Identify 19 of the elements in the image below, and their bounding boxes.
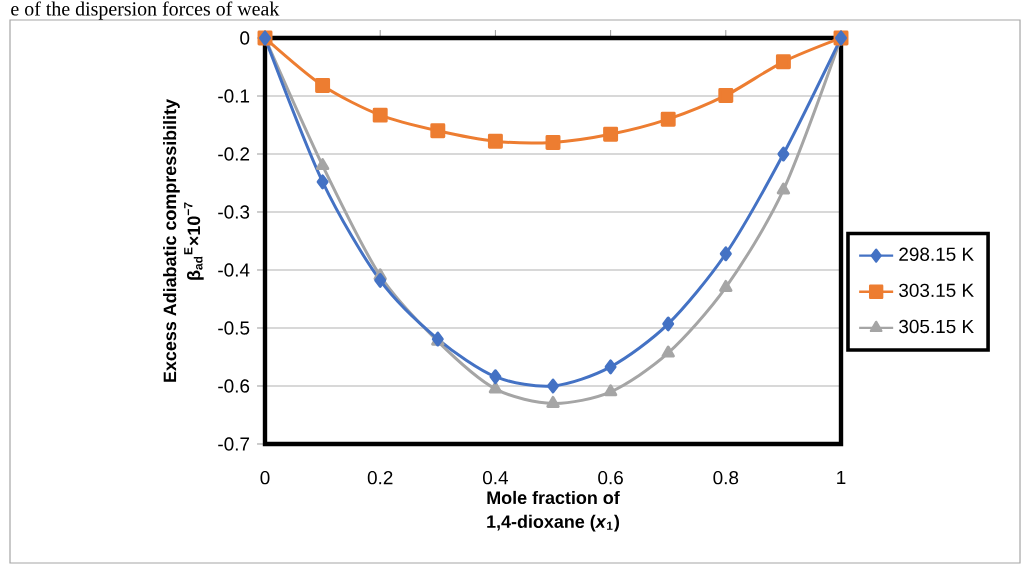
y-tick-label: 0 xyxy=(240,31,250,45)
y-tick-label: -0.5 xyxy=(218,321,250,335)
x-axis-title: Mole fraction of 1,4-dioxane (x$_{1}$) xyxy=(487,490,620,532)
y-tick-label: -0.2 xyxy=(218,147,250,161)
x-tick-label: 0.2 xyxy=(367,470,393,485)
y-tick-label: -0.3 xyxy=(218,205,250,219)
x-tick-label: 0.8 xyxy=(713,470,739,485)
legend-label: 303.15 K xyxy=(899,283,974,298)
x-tick-label: 0.4 xyxy=(483,470,508,485)
legend-label: 298.15 K xyxy=(899,247,974,261)
legend-label: 305.15 K xyxy=(899,319,974,334)
x-tick-label: 0 xyxy=(260,470,270,485)
y-tick-label: -0.4 xyxy=(218,263,250,277)
y-tick-label: -0.6 xyxy=(218,379,250,393)
y-tick-label: -0.1 xyxy=(218,89,250,103)
x-tick-label: 1 xyxy=(837,470,846,484)
text: e of the dispersion forces of weak xyxy=(11,1,280,20)
y-tick-label: -0.7 xyxy=(218,437,250,451)
x-tick-label: 0.6 xyxy=(598,470,623,485)
